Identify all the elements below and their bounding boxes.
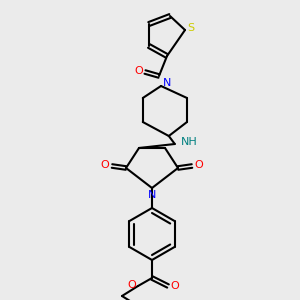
Text: O: O — [195, 160, 203, 170]
Text: N: N — [163, 78, 171, 88]
Text: O: O — [135, 66, 143, 76]
Text: S: S — [188, 23, 195, 33]
Text: N: N — [148, 190, 156, 200]
Text: NH: NH — [180, 137, 197, 147]
Text: O: O — [128, 280, 136, 290]
Text: O: O — [171, 281, 179, 291]
Text: O: O — [100, 160, 109, 170]
